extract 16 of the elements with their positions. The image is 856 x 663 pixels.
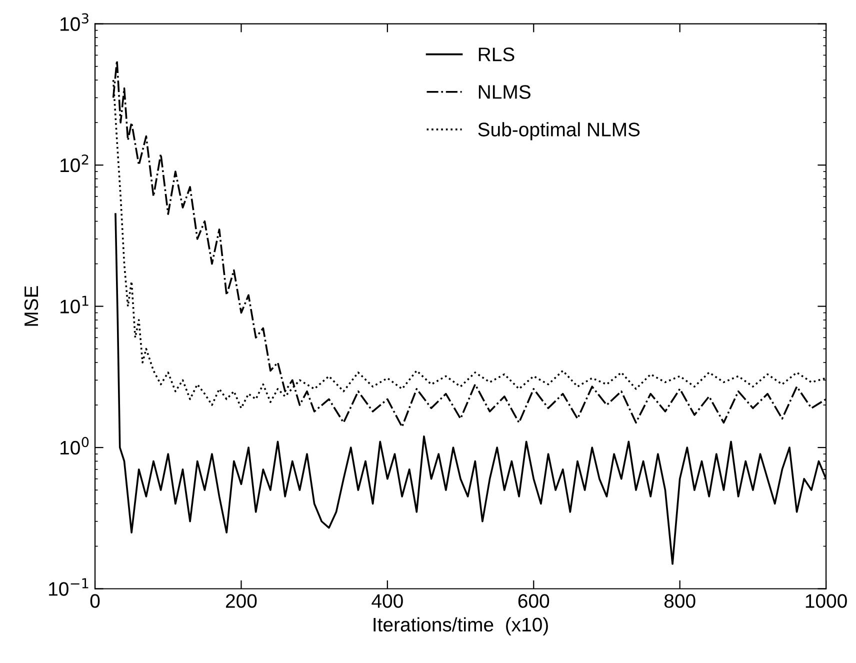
x-tick-label: 600: [518, 594, 550, 608]
y-tick-label: 10$^{2}$: [60, 154, 88, 172]
legend-label: Sub-optimal NLMS: [478, 122, 640, 140]
x-tick-label: 200: [226, 594, 257, 608]
y-tick-label: 10$^{1}$: [60, 296, 88, 314]
y-tick-label: 10$^{−1}$: [49, 578, 88, 596]
legend-label: RLS: [478, 48, 514, 62]
x-tick-label: 1000: [806, 594, 847, 608]
x-tick-label: 400: [372, 594, 403, 608]
y-tick-label: 10$^{3}$: [60, 13, 88, 31]
x-tick-label: 800: [664, 594, 696, 608]
x-tick-label: 0: [90, 594, 100, 608]
legend-label: NLMS: [478, 85, 530, 99]
x-axis-title: Iterations/time (x10): [374, 617, 548, 636]
y-tick-label: 10$^{0}$: [60, 436, 89, 455]
y-axis-title: MSE: [24, 286, 38, 326]
